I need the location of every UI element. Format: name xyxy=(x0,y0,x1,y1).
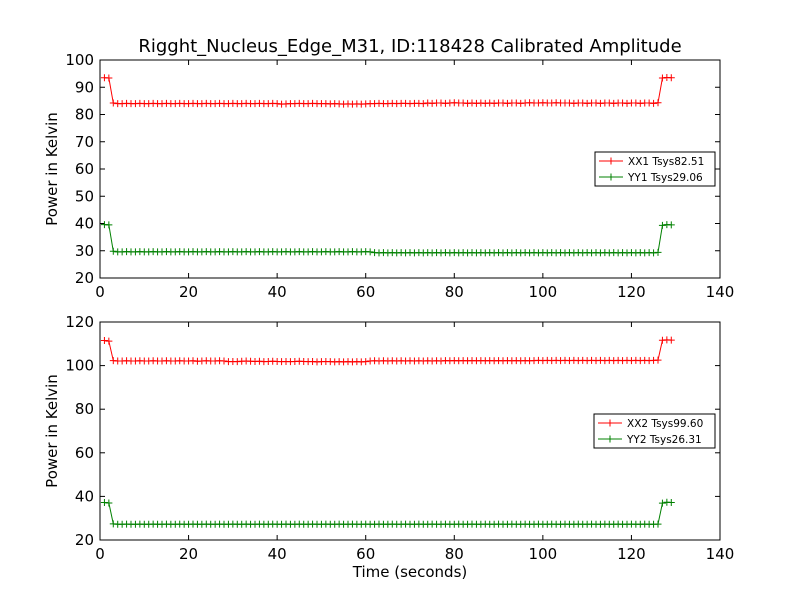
data-point-marker xyxy=(273,100,281,108)
y-axis-label: Power in Kelvin xyxy=(43,112,61,226)
x-axis-label: Time (seconds) xyxy=(352,563,468,581)
x-tick-label: 0 xyxy=(95,545,105,563)
data-point-marker xyxy=(667,499,675,507)
legend: XX1 Tsys82.51 YY1 Tsys29.06 xyxy=(594,151,716,187)
x-tick-label: 60 xyxy=(356,545,375,563)
data-point-marker xyxy=(100,337,108,345)
x-tick-label: 80 xyxy=(445,283,464,301)
y-tick-label: 60 xyxy=(75,160,94,178)
y-tick-label: 120 xyxy=(65,313,94,331)
data-point-marker xyxy=(220,357,228,365)
data-point-marker xyxy=(654,520,662,528)
data-point-marker xyxy=(419,100,427,108)
x-tick-label: 40 xyxy=(268,283,287,301)
x-tick-label: 120 xyxy=(617,545,646,563)
y-tick-label: 20 xyxy=(75,269,94,287)
data-point-marker xyxy=(105,337,113,345)
legend: XX2 Tsys99.60 YY2 Tsys26.31 xyxy=(593,413,716,449)
series-xx xyxy=(100,336,675,366)
x-tick-label: 0 xyxy=(95,283,105,301)
legend-marker xyxy=(607,173,615,181)
plot-area-frame xyxy=(99,321,721,541)
y-tick-label: 50 xyxy=(75,187,94,205)
data-point-marker xyxy=(109,99,117,107)
y-tick-label: 70 xyxy=(75,133,94,151)
y-tick-label: 80 xyxy=(75,106,94,124)
data-point-marker xyxy=(105,74,113,82)
x-tick-label: 20 xyxy=(179,545,198,563)
series-yy xyxy=(100,498,675,528)
data-point-marker xyxy=(658,221,666,229)
legend-entry-label: XX2 Tsys99.60 xyxy=(627,418,703,430)
x-tick-label: 100 xyxy=(529,283,558,301)
legend-marker xyxy=(606,419,614,427)
data-point-marker xyxy=(654,356,662,364)
data-point-marker xyxy=(366,248,374,256)
data-point-marker xyxy=(667,221,675,229)
x-tick-label: 100 xyxy=(529,545,558,563)
y-tick-label: 30 xyxy=(75,242,94,260)
y-tick-label: 60 xyxy=(75,444,94,462)
y-tick-label: 80 xyxy=(75,400,94,418)
data-point-marker xyxy=(658,74,666,82)
data-point-marker xyxy=(105,221,113,229)
figure-title: Rigght_Nucleus_Edge_M31, ID:118428 Calib… xyxy=(138,36,681,57)
legend-box xyxy=(594,151,716,187)
legend-entry-label: YY1 Tsys29.06 xyxy=(627,172,703,184)
x-tick-label: 140 xyxy=(706,283,735,301)
y-tick-label: 40 xyxy=(75,215,94,233)
data-point-marker xyxy=(667,74,675,82)
data-point-marker xyxy=(658,499,666,507)
legend-marker xyxy=(607,157,615,165)
data-point-marker xyxy=(109,247,117,255)
legend-entry-label: YY2 Tsys26.31 xyxy=(626,434,702,446)
data-point-marker xyxy=(105,499,113,507)
x-tick-label: 140 xyxy=(706,545,735,563)
x-tick-label: 40 xyxy=(268,545,287,563)
x-tick-label: 120 xyxy=(617,283,646,301)
legend-marker xyxy=(606,435,614,443)
legend-box xyxy=(593,413,716,449)
y-axis-label: Power in Kelvin xyxy=(43,374,61,488)
y-tick-label: 40 xyxy=(75,487,94,505)
series-xx xyxy=(100,73,675,108)
data-point-marker xyxy=(362,358,370,366)
data-point-marker xyxy=(650,249,658,257)
x-tick-label: 80 xyxy=(445,545,464,563)
y-tick-label: 100 xyxy=(65,357,94,375)
x-tick-label: 20 xyxy=(179,283,198,301)
data-point-marker xyxy=(654,248,662,256)
y-tick-label: 100 xyxy=(65,51,94,69)
top-subplot: 0 20 40 60 80 100 120 1402030405060708090100Pow… xyxy=(43,51,734,301)
legend-entry-label: XX1 Tsys82.51 xyxy=(628,156,704,168)
y-tick-label: 20 xyxy=(75,531,94,549)
y-tick-label: 90 xyxy=(75,78,94,96)
x-tick-label: 60 xyxy=(356,283,375,301)
series-yy xyxy=(100,221,675,257)
data-point-marker xyxy=(654,99,662,107)
data-point-marker xyxy=(667,336,675,344)
data-point-marker xyxy=(650,99,658,107)
